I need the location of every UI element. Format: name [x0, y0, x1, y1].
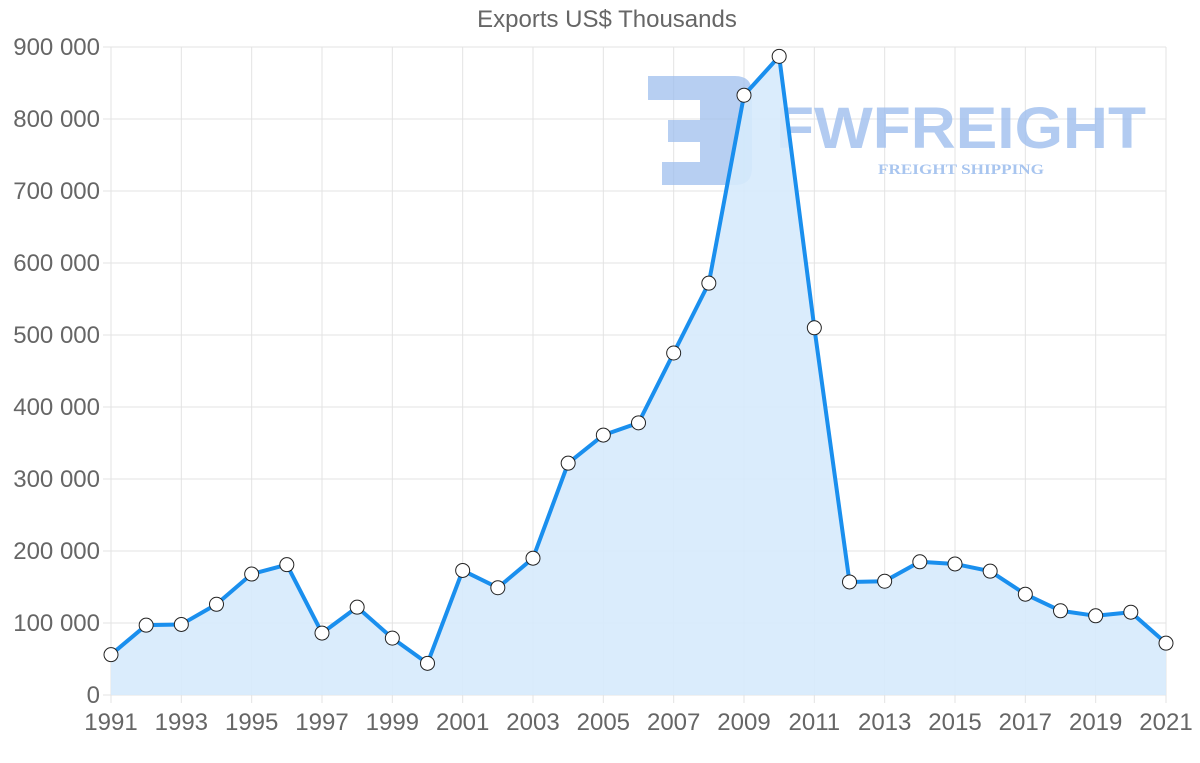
- data-point[interactable]: [490, 580, 506, 596]
- x-tick-label: 1997: [295, 709, 348, 736]
- data-point[interactable]: [349, 599, 365, 615]
- data-point[interactable]: [947, 556, 963, 572]
- chart-title: Exports US$ Thousands: [477, 6, 737, 33]
- data-point[interactable]: [631, 415, 646, 431]
- x-tick-label: 2003: [506, 709, 559, 736]
- y-tick-label: 600 000: [13, 250, 100, 277]
- data-point[interactable]: [1017, 586, 1033, 602]
- data-point[interactable]: [455, 562, 471, 578]
- x-tick-label: 2001: [436, 709, 489, 736]
- data-point[interactable]: [912, 554, 928, 570]
- y-tick-label: 300 000: [13, 466, 100, 493]
- y-tick-label: 400 000: [13, 394, 100, 421]
- data-points: [103, 48, 1174, 671]
- x-tick-label: 1995: [225, 709, 278, 736]
- y-tick-label: 900 000: [13, 34, 100, 61]
- data-point[interactable]: [244, 566, 260, 582]
- data-point[interactable]: [138, 617, 154, 633]
- area-fill: [111, 56, 1166, 696]
- data-point[interactable]: [209, 596, 224, 612]
- x-tick-label: 1993: [155, 709, 208, 736]
- data-point[interactable]: [1053, 603, 1068, 619]
- x-tick-label: 1991: [84, 709, 137, 736]
- data-point[interactable]: [525, 550, 541, 566]
- data-point[interactable]: [806, 320, 822, 336]
- data-point[interactable]: [982, 563, 998, 579]
- x-tick-label: 1999: [366, 709, 419, 736]
- x-tick-label: 2021: [1139, 709, 1192, 736]
- y-tick-label: 100 000: [13, 610, 100, 637]
- y-tick-label: 200 000: [13, 538, 100, 565]
- x-tick-label: 2007: [647, 709, 700, 736]
- data-point[interactable]: [1158, 635, 1174, 651]
- data-point[interactable]: [842, 574, 857, 590]
- y-tick-label: 0: [87, 682, 100, 709]
- x-tick-label: 2017: [999, 709, 1052, 736]
- data-point[interactable]: [420, 655, 435, 671]
- y-tick-label: 800 000: [13, 106, 100, 133]
- data-point[interactable]: [666, 345, 682, 361]
- data-point[interactable]: [560, 455, 576, 471]
- data-point[interactable]: [877, 573, 893, 589]
- data-point[interactable]: [771, 48, 787, 64]
- data-point[interactable]: [173, 616, 189, 632]
- x-tick-label: 2005: [577, 709, 630, 736]
- fw-logo-icon: [648, 76, 752, 185]
- data-point[interactable]: [1088, 608, 1104, 624]
- x-tick-label: 2015: [928, 709, 981, 736]
- x-axis: 1991 1993 1995 1997 1999 2001 2003 2005 2007 2009…: [84, 709, 1192, 736]
- x-tick-label: 2019: [1069, 709, 1122, 736]
- data-point[interactable]: [314, 625, 330, 641]
- watermark-tagline: FREIGHT SHIPPING: [878, 162, 1044, 178]
- data-point[interactable]: [1123, 604, 1139, 620]
- watermark-logo: FWFREIGHT FREIGHT SHIPPING: [648, 76, 1146, 185]
- data-point[interactable]: [701, 275, 717, 291]
- x-tick-label: 2011: [789, 709, 841, 736]
- x-tick-label: 2009: [717, 709, 770, 736]
- x-tick-label: 2013: [858, 709, 911, 736]
- data-point[interactable]: [279, 557, 295, 573]
- data-point[interactable]: [384, 630, 400, 646]
- data-point[interactable]: [595, 427, 611, 443]
- y-tick-label: 500 000: [13, 322, 100, 349]
- watermark-brand: FWFREIGHT: [776, 96, 1146, 161]
- data-point[interactable]: [103, 647, 119, 663]
- y-tick-label: 700 000: [13, 178, 100, 205]
- y-axis: 0 100 000 200 000 300 000 400 000 500 000 600 …: [13, 34, 100, 709]
- data-point[interactable]: [736, 87, 752, 103]
